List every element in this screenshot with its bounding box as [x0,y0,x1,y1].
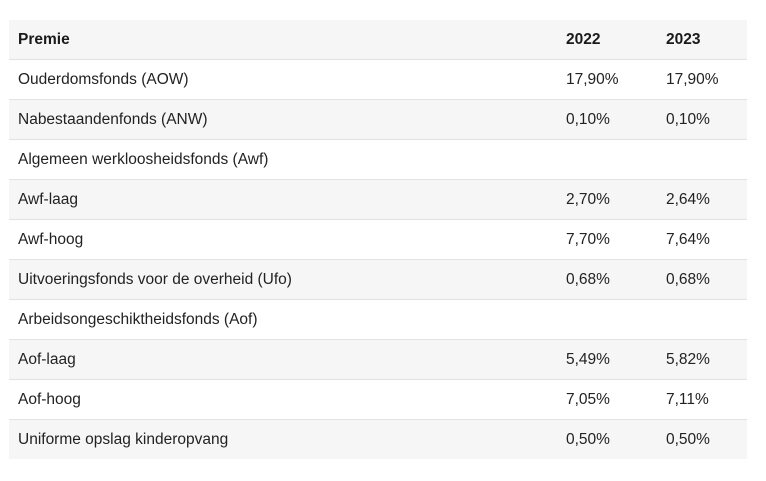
table-row: Ouderdomsfonds (AOW) 17,90% 17,90% [9,59,747,100]
value-2022: 7,05% [557,379,657,420]
value-2023: 7,64% [657,219,747,260]
row-label: Algemeen werkloosheidsfonds (Awf) [9,139,557,180]
row-label: Aof-laag [9,339,557,380]
value-2023: 7,11% [657,379,747,420]
table-row: Aof-hoog 7,05% 7,11% [9,379,747,420]
premium-table: Premie 2022 2023 Ouderdomsfonds (AOW) 17… [9,20,747,459]
column-header-premie: Premie [9,20,557,60]
value-2022: 2,70% [557,179,657,220]
value-2023 [657,139,747,180]
value-2022: 7,70% [557,219,657,260]
value-2023: 0,68% [657,259,747,300]
table-row: Awf-laag 2,70% 2,64% [9,179,747,220]
value-2022: 17,90% [557,59,657,100]
row-label: Uitvoeringsfonds voor de overheid (Ufo) [9,259,557,300]
table-header-row: Premie 2022 2023 [9,20,747,60]
table-row: Algemeen werkloosheidsfonds (Awf) [9,139,747,180]
table-row: Uitvoeringsfonds voor de overheid (Ufo) … [9,259,747,300]
value-2023: 2,64% [657,179,747,220]
table-row: Awf-hoog 7,70% 7,64% [9,219,747,260]
column-header-2022: 2022 [557,20,657,60]
row-label: Arbeidsongeschiktheidsfonds (Aof) [9,299,557,340]
premium-table-container: Premie 2022 2023 Ouderdomsfonds (AOW) 17… [9,20,747,459]
value-2022: 0,50% [557,419,657,459]
value-2023 [657,299,747,340]
value-2022: 0,68% [557,259,657,300]
value-2022: 0,10% [557,99,657,140]
column-header-2023: 2023 [657,20,747,60]
table-row: Arbeidsongeschiktheidsfonds (Aof) [9,299,747,340]
row-label: Awf-laag [9,179,557,220]
row-label: Aof-hoog [9,379,557,420]
value-2022 [557,139,657,180]
value-2023: 0,10% [657,99,747,140]
row-label: Uniforme opslag kinderopvang [9,419,557,459]
table-row: Uniforme opslag kinderopvang 0,50% 0,50% [9,419,747,459]
value-2023: 0,50% [657,419,747,459]
row-label: Nabestaandenfonds (ANW) [9,99,557,140]
row-label: Awf-hoog [9,219,557,260]
value-2022: 5,49% [557,339,657,380]
row-label: Ouderdomsfonds (AOW) [9,59,557,100]
table-row: Nabestaandenfonds (ANW) 0,10% 0,10% [9,99,747,140]
table-row: Aof-laag 5,49% 5,82% [9,339,747,380]
value-2023: 5,82% [657,339,747,380]
value-2022 [557,299,657,340]
value-2023: 17,90% [657,59,747,100]
